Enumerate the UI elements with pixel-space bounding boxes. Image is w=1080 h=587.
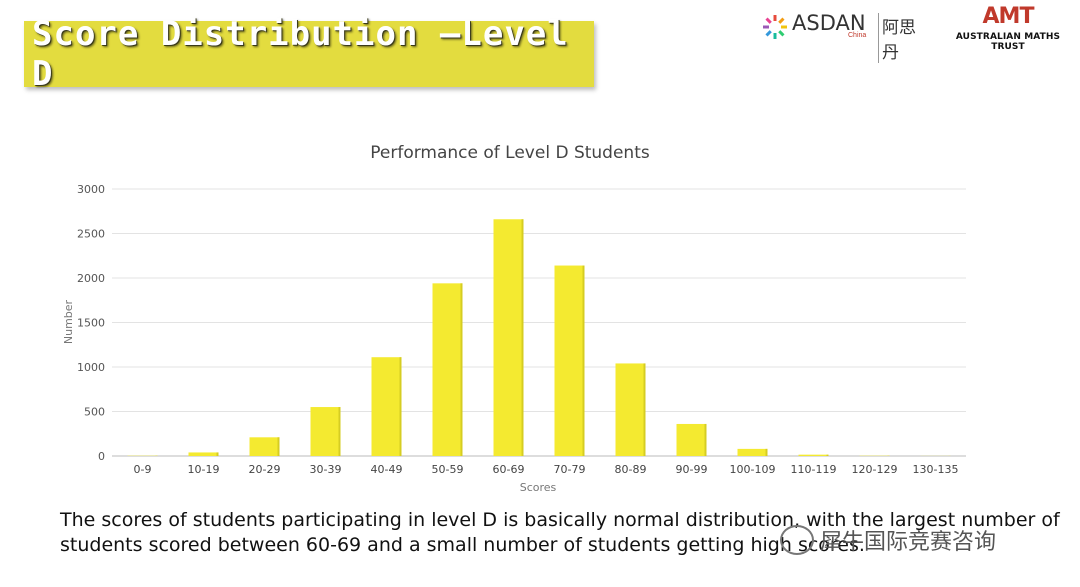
x-tick-label: 30-39 bbox=[310, 463, 342, 476]
bar-shade bbox=[704, 423, 707, 456]
asdan-logo-sub: China bbox=[848, 32, 867, 39]
x-tick-label: 20-29 bbox=[249, 463, 281, 476]
x-tick-label: 100-109 bbox=[730, 463, 776, 476]
bar-shade bbox=[338, 407, 341, 456]
bar-shade bbox=[826, 454, 829, 456]
amt-logo: AMT AUSTRALIAN MATHS TRUST bbox=[938, 4, 1078, 53]
y-axis-label: Number bbox=[62, 299, 75, 344]
caption-line-1: The scores of students participating in … bbox=[60, 509, 1060, 531]
bar-shade bbox=[765, 448, 768, 456]
wechat-icon bbox=[780, 525, 814, 555]
bar-shade bbox=[460, 283, 463, 456]
y-tick-label: 1500 bbox=[77, 317, 105, 330]
chart-title: Performance of Level D Students bbox=[370, 143, 650, 163]
asdan-logo-text: ASDAN bbox=[792, 11, 866, 35]
x-axis-label: Scores bbox=[520, 481, 557, 494]
y-tick-label: 500 bbox=[84, 406, 105, 419]
bar-shade bbox=[582, 265, 585, 456]
bar-80-89 bbox=[615, 363, 646, 456]
asdan-logo-cn: 阿思丹 bbox=[878, 13, 932, 63]
bar-10-19 bbox=[188, 452, 219, 456]
bar-40-49 bbox=[371, 357, 402, 456]
page-title: Score Distribution —Level D bbox=[32, 14, 569, 94]
bar-100-109 bbox=[737, 448, 768, 456]
x-tick-label: 10-19 bbox=[188, 463, 220, 476]
bar-30-39 bbox=[310, 407, 341, 456]
amt-logo-mark: AMT bbox=[982, 4, 1035, 29]
asdan-logo: ASDAN China 阿思丹 bbox=[762, 10, 932, 63]
x-tick-label: 120-129 bbox=[852, 463, 898, 476]
asdan-burst-icon bbox=[763, 15, 787, 39]
x-tick-label: 110-119 bbox=[791, 463, 837, 476]
y-tick-label: 3000 bbox=[77, 183, 105, 196]
bar-shade bbox=[277, 437, 280, 456]
bar-70-79 bbox=[554, 265, 585, 456]
x-tick-label: 40-49 bbox=[371, 463, 403, 476]
watermark: 犀牛国际竞赛咨询 bbox=[780, 524, 996, 556]
watermark-text: 犀牛国际竞赛咨询 bbox=[820, 530, 997, 555]
bar-shade bbox=[521, 219, 524, 456]
x-tick-label: 90-99 bbox=[676, 463, 708, 476]
caption-line-2: students scored between 60-69 and a smal… bbox=[60, 534, 865, 556]
x-tick-label: 60-69 bbox=[493, 463, 525, 476]
bar-20-29 bbox=[249, 437, 280, 456]
bar-shade bbox=[643, 363, 646, 456]
title-banner: Score Distribution —Level D bbox=[24, 14, 594, 94]
caption: The scores of students participating in … bbox=[60, 508, 1060, 558]
bar-shade bbox=[216, 452, 219, 456]
x-tick-label: 0-9 bbox=[134, 463, 152, 476]
x-tick-label: 130-135 bbox=[913, 463, 959, 476]
x-tick-label: 70-79 bbox=[554, 463, 586, 476]
y-tick-label: 0 bbox=[98, 450, 105, 463]
y-tick-label: 1000 bbox=[77, 361, 105, 374]
bar-110-119 bbox=[798, 454, 829, 456]
bar-shade bbox=[399, 357, 402, 456]
x-tick-label: 80-89 bbox=[615, 463, 647, 476]
amt-logo-name: AUSTRALIAN MATHS TRUST bbox=[955, 32, 1061, 52]
x-tick-label: 50-59 bbox=[432, 463, 464, 476]
bar-90-99 bbox=[676, 423, 707, 456]
bar-60-69 bbox=[493, 219, 524, 456]
y-tick-label: 2500 bbox=[77, 228, 105, 241]
bar-50-59 bbox=[432, 283, 463, 456]
y-tick-label: 2000 bbox=[77, 272, 105, 285]
